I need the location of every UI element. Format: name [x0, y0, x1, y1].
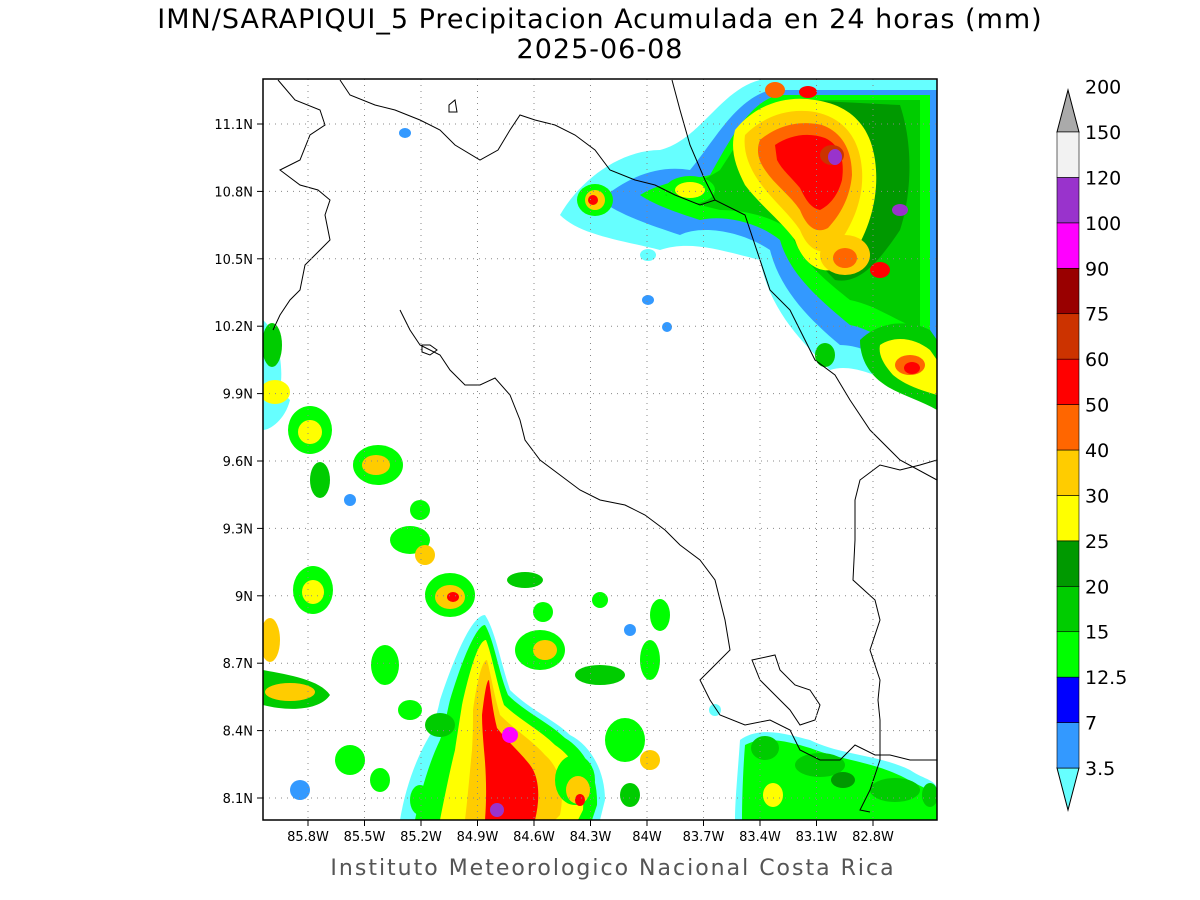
precipitation-field: [263, 80, 937, 820]
colorbar-label: 75: [1085, 304, 1109, 326]
lat-tick-label: 9.3N: [223, 522, 253, 537]
colorbar-label: 40: [1085, 440, 1109, 462]
colorbar-swatch: [1056, 358, 1080, 405]
colorbar: 3.5 7 12.5 15 20 25 30 40 50 60 75 90 100 120 150 200: [1056, 77, 1127, 812]
grid-lines: [263, 79, 937, 820]
lon-tick-label: 85.2W: [400, 830, 442, 845]
rain-cluster-southeast: [709, 704, 937, 820]
colorbar-swatch: [1056, 631, 1080, 678]
lat-tick-label: 8.4N: [223, 725, 253, 740]
colorbar-swatch: [1056, 676, 1080, 723]
colorbar-label: 25: [1085, 531, 1109, 553]
lon-tick-label: 85.5W: [344, 830, 386, 845]
lat-tick-label: 8.1N: [223, 792, 253, 807]
rain-cluster-northeast: [399, 80, 937, 410]
lat-tick-label: 8.7N: [223, 657, 253, 672]
colorbar-swatch: [1056, 540, 1080, 587]
map-date: 2025-06-08: [516, 34, 684, 65]
colorbar-label: 20: [1085, 576, 1109, 598]
map-title: IMN/SARAPIQUI_5 Precipitacion Acumulada …: [157, 4, 1043, 35]
colorbar-label: 50: [1085, 395, 1109, 417]
colorbar-swatch: [1056, 131, 1080, 178]
lat-tick-label: 9.6N: [223, 455, 253, 470]
colorbar-label: 100: [1085, 213, 1121, 235]
footer-credit: Instituto Meteorologico Nacional Costa R…: [330, 856, 896, 881]
colorbar-swatch: [1056, 404, 1080, 451]
lon-tick-label: 84.9W: [457, 830, 499, 845]
colorbar-swatch: [1056, 449, 1080, 496]
colorbar-swatch: [1056, 585, 1080, 633]
colorbar-swatch: [1056, 722, 1080, 769]
colorbar-swatch: [1056, 222, 1080, 269]
colorbar-swatch: [1056, 177, 1080, 224]
lon-tick-label: 83.7W: [683, 830, 725, 845]
lat-tick-label: 10.8N: [214, 185, 253, 200]
lat-tick-label: 9.9N: [223, 388, 253, 403]
colorbar-label: 30: [1085, 485, 1109, 507]
lon-tick-label: 84.3W: [570, 830, 612, 845]
colorbar-label: 200: [1085, 77, 1121, 99]
lat-tick-label: 10.5N: [214, 253, 253, 268]
colorbar-arrow-high: [1056, 88, 1080, 133]
colorbar-label: 15: [1085, 622, 1109, 644]
rain-cluster-southwest: [263, 320, 670, 820]
colorbar-label: 12.5: [1085, 667, 1127, 689]
colorbar-label: 60: [1085, 349, 1109, 371]
colorbar-label: 7: [1085, 713, 1097, 735]
plot-frame: [262, 78, 938, 821]
lon-tick-label: 83.1W: [796, 830, 838, 845]
colorbar-swatch: [1056, 313, 1080, 360]
lon-tick-label: 83.4W: [739, 830, 781, 845]
coastline: [272, 79, 937, 813]
colorbar-label: 120: [1085, 167, 1121, 189]
colorbar-arrow-low: [1056, 767, 1080, 812]
lat-tick-label: 9N: [235, 590, 253, 605]
colorbar-label: 3.5: [1085, 758, 1115, 780]
colorbar-swatch: [1056, 267, 1080, 315]
colorbar-label: 150: [1085, 122, 1121, 144]
lon-tick-label: 84.6W: [513, 830, 555, 845]
lon-tick-label: 84W: [632, 830, 662, 845]
colorbar-swatch: [1056, 495, 1080, 542]
colorbar-label: 90: [1085, 258, 1109, 280]
lat-tick-label: 11.1N: [214, 118, 253, 133]
lon-tick-label: 85.8W: [287, 830, 329, 845]
lon-tick-label: 82.8W: [852, 830, 894, 845]
lat-tick-label: 10.2N: [214, 320, 253, 335]
axis-ticks: 85.8W 85.5W 85.2W 84.9W 84.6W 84.3W 84W 83.7W 83…: [214, 118, 894, 845]
